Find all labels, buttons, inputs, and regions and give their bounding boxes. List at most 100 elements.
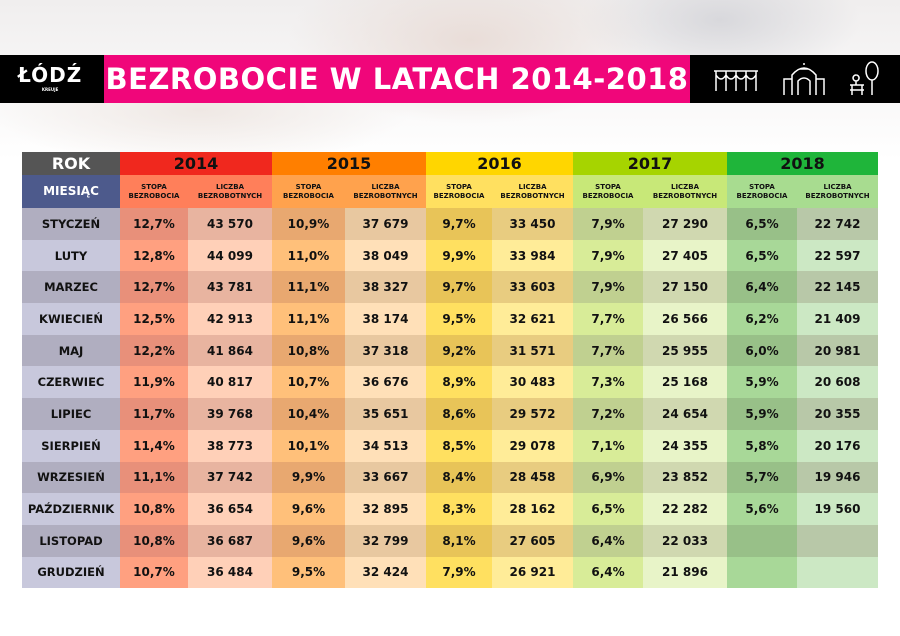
- stopa-bezrobocia-cell: 11,9%: [120, 366, 188, 399]
- stopa-bezrobocia-header: STOPA BEZROBOCIA: [426, 175, 492, 208]
- stopa-bezrobocia-header: STOPA BEZROBOCIA: [272, 175, 345, 208]
- stopa-bezrobocia-cell: 5,8%: [727, 429, 797, 462]
- liczba-bezrobotnych-header: LICZBA BEZROBOTNYCH: [188, 175, 272, 208]
- liczba-bezrobotnych-cell: 32 799: [345, 524, 426, 557]
- park-bench-tree-icon: [850, 61, 879, 95]
- month-label: LIPIEC: [22, 398, 120, 430]
- stopa-bezrobocia-cell: 7,9%: [573, 271, 643, 304]
- month-label: GRUDZIEŃ: [22, 556, 120, 589]
- liczba-bezrobotnych-cell: 27 405: [643, 239, 727, 272]
- arches-icon: [714, 70, 758, 91]
- liczba-bezrobotnych-cell: 22 597: [797, 239, 878, 272]
- liczba-bezrobotnych-header: LICZBA BEZROBOTNYCH: [797, 175, 878, 208]
- stopa-bezrobocia-cell: 6,5%: [727, 239, 797, 272]
- corner-miesiac: MIESIĄC: [22, 175, 120, 208]
- stopa-bezrobocia-cell: 7,9%: [426, 556, 492, 589]
- stopa-bezrobocia-header: STOPA BEZROBOCIA: [120, 175, 188, 208]
- stopa-bezrobocia-cell: 5,6%: [727, 493, 797, 525]
- liczba-bezrobotnych-cell: 25 168: [643, 366, 727, 399]
- month-label: LUTY: [22, 239, 120, 272]
- liczba-bezrobotnych-cell: 33 450: [492, 208, 573, 240]
- lodz-logo: ŁÓDŹ KREUJE: [18, 63, 83, 92]
- liczba-bezrobotnych-cell: 27 605: [492, 524, 573, 557]
- liczba-bezrobotnych-cell: 24 654: [643, 398, 727, 430]
- liczba-bezrobotnych-header: LICZBA BEZROBOTNYCH: [643, 175, 727, 208]
- stopa-bezrobocia-cell: 7,9%: [573, 208, 643, 240]
- stopa-bezrobocia-cell: 9,7%: [426, 271, 492, 304]
- stopa-bezrobocia-cell: 8,4%: [426, 461, 492, 494]
- liczba-bezrobotnych-cell: 26 566: [643, 303, 727, 335]
- stopa-bezrobocia-cell: 10,8%: [120, 524, 188, 557]
- stopa-bezrobocia-cell: 6,2%: [727, 303, 797, 335]
- stopa-bezrobocia-cell: 8,1%: [426, 524, 492, 557]
- table-row: KWIECIEŃ 12,5% 42 913 11,1% 38 174 9,5% 32 621…: [22, 303, 878, 335]
- stopa-bezrobocia-cell: 11,7%: [120, 398, 188, 430]
- stopa-bezrobocia-cell: 9,2%: [426, 334, 492, 367]
- stopa-bezrobocia-cell: 9,6%: [272, 493, 345, 525]
- corner-rok: ROK: [22, 152, 120, 175]
- stopa-bezrobocia-cell: 8,9%: [426, 366, 492, 399]
- liczba-bezrobotnych-cell: 39 768: [188, 398, 272, 430]
- table-row: STYCZEŃ 12,7% 43 570 10,9% 37 679 9,7% 33 450 7…: [22, 208, 878, 240]
- liczba-bezrobotnych-cell: 37 742: [188, 461, 272, 494]
- liczba-bezrobotnych-cell: 36 654: [188, 493, 272, 525]
- liczba-bezrobotnych-cell: 22 742: [797, 208, 878, 240]
- liczba-bezrobotnych-cell: 26 921: [492, 556, 573, 589]
- liczba-bezrobotnych-cell: 32 424: [345, 556, 426, 589]
- stopa-bezrobocia-cell: 5,9%: [727, 366, 797, 399]
- liczba-bezrobotnych-cell: 38 327: [345, 271, 426, 304]
- stopa-bezrobocia-cell: 7,7%: [573, 334, 643, 367]
- stopa-bezrobocia-cell: 9,6%: [272, 524, 345, 557]
- liczba-bezrobotnych-cell: 21 896: [643, 556, 727, 589]
- year-header-2015: 2015: [272, 152, 426, 175]
- month-label: MAJ: [22, 334, 120, 367]
- liczba-bezrobotnych-cell: [797, 556, 878, 589]
- stopa-bezrobocia-cell: [727, 524, 797, 557]
- stopa-bezrobocia-cell: 9,7%: [426, 208, 492, 240]
- liczba-bezrobotnych-cell: 35 651: [345, 398, 426, 430]
- table-row: WRZESIEŃ 11,1% 37 742 9,9% 33 667 8,4% 28 458 6…: [22, 461, 878, 494]
- liczba-bezrobotnych-cell: 31 571: [492, 334, 573, 367]
- liczba-bezrobotnych-cell: 37 318: [345, 334, 426, 367]
- month-label: WRZESIEŃ: [22, 461, 120, 494]
- stopa-bezrobocia-cell: 6,5%: [573, 493, 643, 525]
- unemployment-table: ROK 2014 2015 2016 2017 2018 MIESIĄC STOPA BEZ…: [22, 152, 878, 589]
- stopa-bezrobocia-cell: 8,6%: [426, 398, 492, 430]
- palace-gate-icon: [783, 63, 825, 95]
- month-label: KWIECIEŃ: [22, 303, 120, 335]
- month-label: STYCZEŃ: [22, 208, 120, 240]
- liczba-bezrobotnych-cell: 32 895: [345, 493, 426, 525]
- liczba-bezrobotnych-cell: 44 099: [188, 239, 272, 272]
- liczba-bezrobotnych-cell: 19 946: [797, 461, 878, 494]
- liczba-bezrobotnych-cell: 36 687: [188, 524, 272, 557]
- stopa-bezrobocia-cell: 8,5%: [426, 429, 492, 462]
- stopa-bezrobocia-cell: 6,4%: [573, 524, 643, 557]
- stopa-bezrobocia-cell: 9,5%: [272, 556, 345, 589]
- year-header-2018: 2018: [727, 152, 878, 175]
- liczba-bezrobotnych-cell: 30 483: [492, 366, 573, 399]
- liczba-bezrobotnych-cell: 27 290: [643, 208, 727, 240]
- liczba-bezrobotnych-cell: 28 162: [492, 493, 573, 525]
- liczba-bezrobotnych-cell: 32 621: [492, 303, 573, 335]
- liczba-bezrobotnych-cell: 20 981: [797, 334, 878, 367]
- stopa-bezrobocia-cell: 7,2%: [573, 398, 643, 430]
- stopa-bezrobocia-header: STOPA BEZROBOCIA: [727, 175, 797, 208]
- liczba-bezrobotnych-cell: 36 484: [188, 556, 272, 589]
- stopa-bezrobocia-cell: 10,7%: [272, 366, 345, 399]
- table-row: MARZEC 12,7% 43 781 11,1% 38 327 9,7% 33 603 7,…: [22, 271, 878, 304]
- liczba-bezrobotnych-cell: 34 513: [345, 429, 426, 462]
- year-header-2017: 2017: [573, 152, 727, 175]
- month-label: PAŹDZIERNIK: [22, 493, 120, 525]
- liczba-bezrobotnych-cell: 43 570: [188, 208, 272, 240]
- stopa-bezrobocia-cell: 12,5%: [120, 303, 188, 335]
- stopa-bezrobocia-cell: 12,7%: [120, 271, 188, 304]
- liczba-bezrobotnych-cell: [797, 524, 878, 557]
- table-row: CZERWIEC 11,9% 40 817 10,7% 36 676 8,9% 30 483…: [22, 366, 878, 399]
- table-row: PAŹDZIERNIK 10,8% 36 654 9,6% 32 895 8,3% 28 1…: [22, 493, 878, 525]
- liczba-bezrobotnych-cell: 23 852: [643, 461, 727, 494]
- stopa-bezrobocia-cell: 9,9%: [272, 461, 345, 494]
- stopa-bezrobocia-cell: 7,7%: [573, 303, 643, 335]
- stopa-bezrobocia-cell: 7,3%: [573, 366, 643, 399]
- stopa-bezrobocia-cell: 6,4%: [573, 556, 643, 589]
- liczba-bezrobotnych-cell: 33 667: [345, 461, 426, 494]
